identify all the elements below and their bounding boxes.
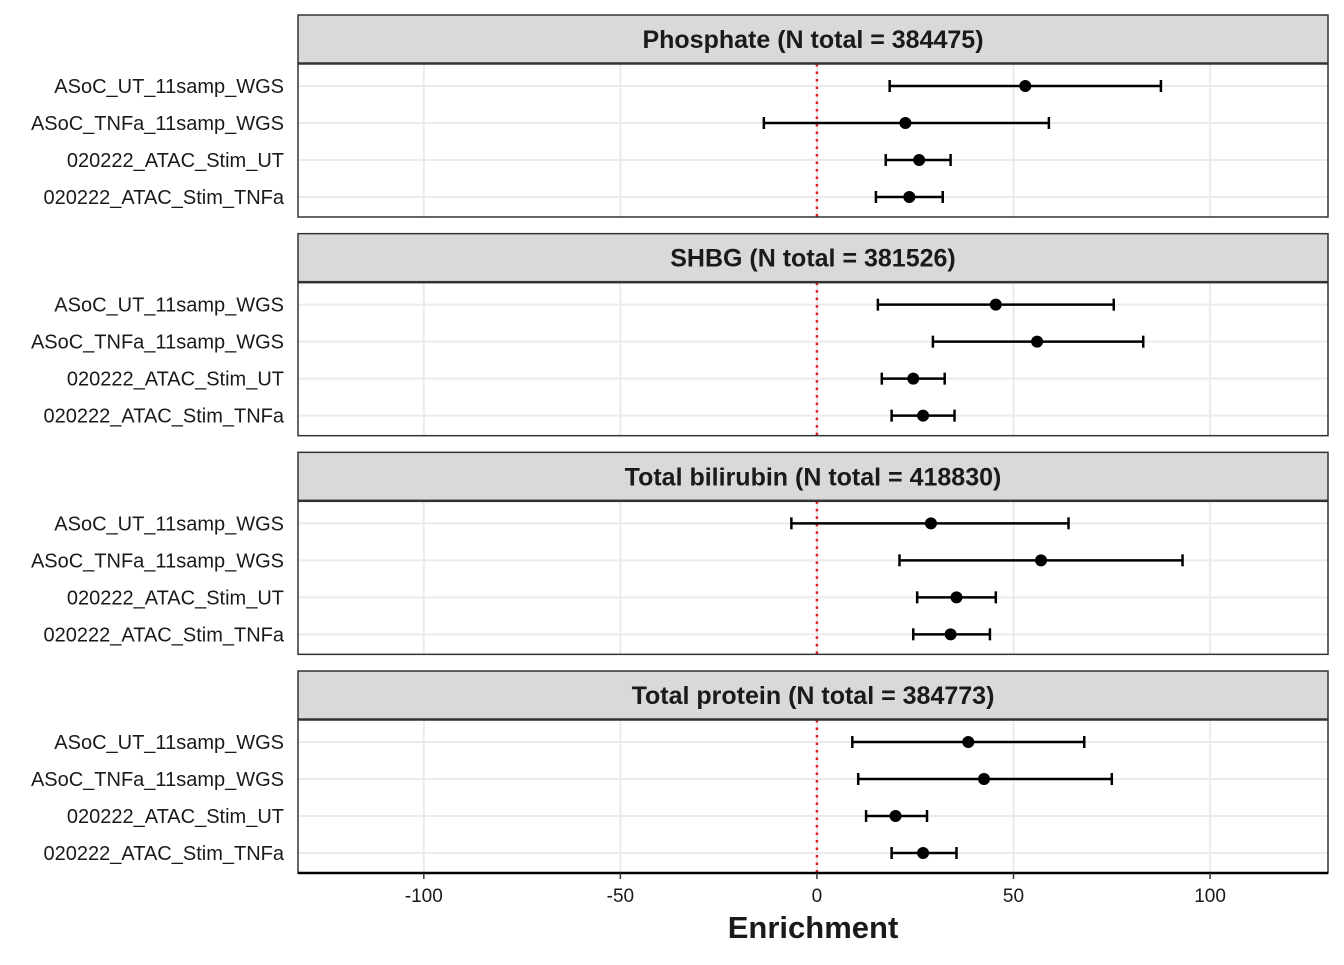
row-label: 020222_ATAC_Stim_TNFa — [44, 406, 285, 428]
panel-border — [297, 63, 1329, 218]
row-label: 020222_ATAC_Stim_TNFa — [44, 624, 285, 646]
x-tick-label: 100 — [1194, 886, 1226, 907]
panel-title: Phosphate (N total = 384475) — [642, 26, 983, 54]
row-label: ASoC_UT_11samp_WGS — [54, 513, 284, 535]
estimate-point — [917, 409, 930, 422]
row-label: 020222_ATAC_Stim_UT — [67, 369, 284, 391]
panel-strip — [297, 14, 1329, 64]
panel-background — [298, 64, 1328, 217]
row-label: 020222_ATAC_Stim_TNFa — [44, 187, 285, 209]
row-label: ASoC_TNFa_11samp_WGS — [31, 769, 284, 791]
panel-background — [298, 720, 1328, 874]
estimate-point — [989, 298, 1002, 311]
panel-background — [298, 282, 1328, 436]
panel-title: SHBG (N total = 381526) — [670, 245, 956, 273]
estimate-point — [889, 810, 902, 823]
x-tick-label: 50 — [1003, 886, 1024, 907]
panel-border — [297, 500, 1329, 656]
panel-title: Total bilirubin (N total = 418830) — [625, 463, 1002, 491]
estimate-point — [944, 628, 957, 641]
estimate-point — [903, 191, 916, 203]
estimate-point — [899, 117, 912, 129]
row-label: ASoC_TNFa_11samp_WGS — [31, 332, 284, 354]
row-label: 020222_ATAC_Stim_TNFa — [44, 843, 285, 865]
panel-strip — [297, 451, 1329, 502]
estimate-point — [917, 847, 930, 860]
row-label: 020222_ATAC_Stim_UT — [67, 150, 284, 172]
estimate-point — [978, 773, 991, 786]
x-axis-title: Enrichment — [728, 910, 899, 945]
estimate-point — [924, 517, 937, 530]
x-tick-label: -100 — [405, 886, 443, 907]
row-label: ASoC_TNFa_11samp_WGS — [31, 113, 284, 135]
row-label: ASoC_UT_11samp_WGS — [54, 76, 284, 98]
panel-background — [298, 501, 1328, 655]
estimate-point — [962, 736, 975, 749]
panel-title: Total protein (N total = 384773) — [632, 682, 995, 710]
estimate-point — [907, 372, 920, 385]
estimate-point — [950, 591, 963, 604]
row-label: ASoC_TNFa_11samp_WGS — [31, 550, 284, 572]
panel-border — [297, 281, 1329, 437]
estimate-point — [1019, 80, 1032, 92]
x-tick-label: 0 — [812, 886, 823, 907]
estimate-point — [1031, 335, 1044, 348]
panel-strip — [297, 232, 1329, 283]
x-tick-label: -50 — [607, 886, 634, 907]
row-label: ASoC_UT_11samp_WGS — [54, 295, 284, 317]
row-label: 020222_ATAC_Stim_UT — [67, 587, 284, 609]
panel-strip — [297, 670, 1329, 720]
estimate-point — [913, 154, 926, 166]
row-label: ASoC_UT_11samp_WGS — [54, 732, 284, 754]
row-label: 020222_ATAC_Stim_UT — [67, 806, 284, 828]
estimate-point — [1035, 554, 1048, 567]
